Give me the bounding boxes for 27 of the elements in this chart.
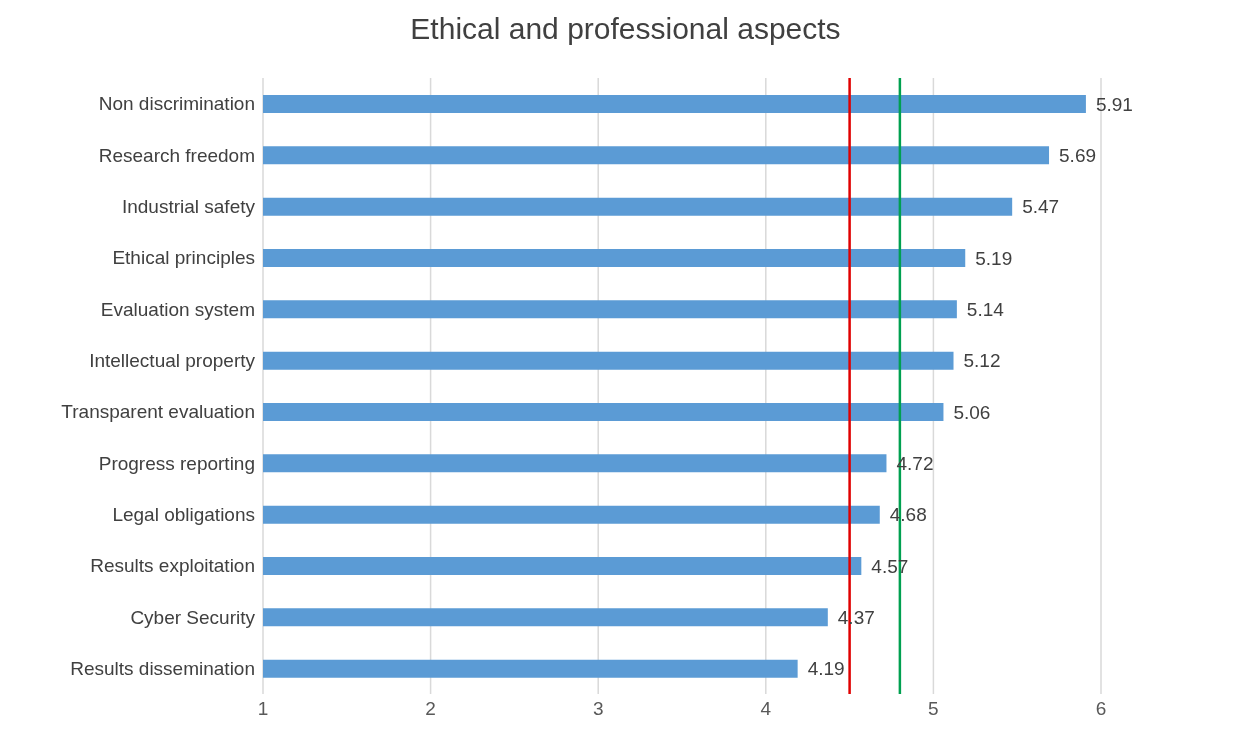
y-tick-label: Transparent evaluation xyxy=(61,401,255,423)
x-tick-label: 1 xyxy=(257,698,269,720)
data-label: 5.06 xyxy=(953,401,991,423)
data-label: 5.47 xyxy=(1022,196,1060,218)
data-label: 5.14 xyxy=(966,299,1005,321)
data-label: 5.69 xyxy=(1059,145,1097,167)
data-label: 5.12 xyxy=(963,350,1001,372)
y-tick-label: Progress reporting xyxy=(98,452,255,474)
x-tick-label: 5 xyxy=(928,698,939,720)
x-tick-label: 2 xyxy=(425,698,436,720)
x-tick-label: 3 xyxy=(592,698,604,720)
y-tick-label: Industrial safety xyxy=(121,196,256,218)
y-tick-label: Results dissemination xyxy=(70,658,255,680)
y-tick-label: Legal obligations xyxy=(112,504,255,526)
x-tick-label: 4 xyxy=(760,698,772,720)
data-label: 5.19 xyxy=(975,247,1013,269)
y-tick-label: Results exploitation xyxy=(90,555,255,577)
y-tick-label: Evaluation system xyxy=(100,298,255,320)
y-tick-label: Intellectual property xyxy=(89,350,256,372)
data-label: 5.91 xyxy=(1095,93,1133,115)
y-tick-label: Ethical principles xyxy=(112,247,255,269)
x-tick-label: 6 xyxy=(1095,698,1107,720)
y-tick-label: Research freedom xyxy=(98,144,255,166)
data-label: 4.19 xyxy=(807,658,845,680)
y-tick-label: Non discrimination xyxy=(98,93,255,115)
chart-title: Ethical and professional aspects xyxy=(409,11,842,47)
y-tick-label: Cyber Security xyxy=(130,606,256,628)
